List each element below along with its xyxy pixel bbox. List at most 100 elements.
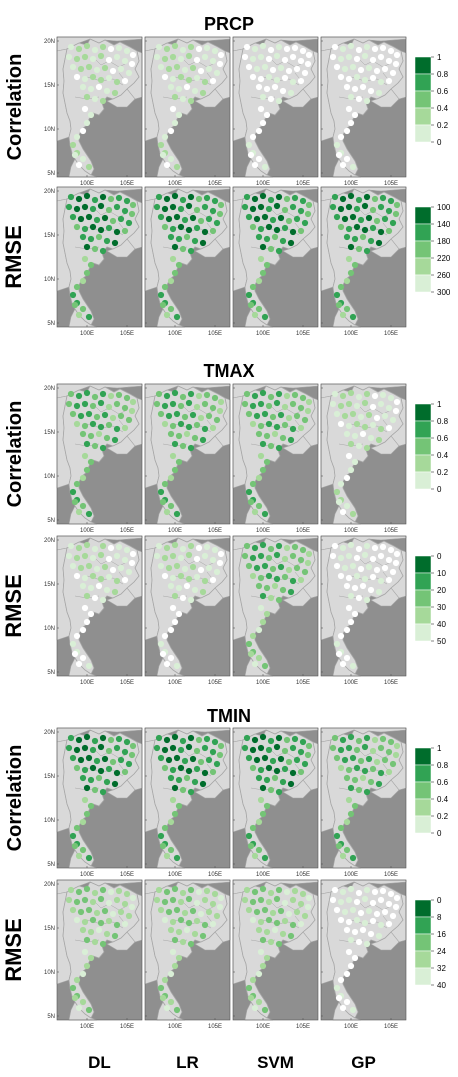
lon-tick-label: 105E bbox=[208, 528, 222, 534]
station-marker bbox=[348, 542, 354, 548]
station-marker bbox=[262, 64, 268, 70]
station-marker bbox=[242, 897, 248, 903]
station-marker bbox=[88, 803, 94, 809]
station-marker bbox=[86, 755, 92, 761]
station-marker bbox=[72, 995, 78, 1001]
station-marker bbox=[82, 453, 88, 459]
station-marker bbox=[350, 855, 356, 861]
lon-tick-label: 105E bbox=[296, 181, 310, 187]
station-marker bbox=[172, 963, 178, 969]
station-marker bbox=[306, 743, 312, 749]
station-marker bbox=[212, 891, 218, 897]
station-marker bbox=[188, 887, 194, 893]
lon-tick-label: 105E bbox=[208, 1024, 222, 1030]
row-label: RMSE bbox=[1, 574, 26, 638]
station-marker bbox=[88, 236, 94, 242]
station-marker bbox=[344, 927, 350, 933]
station-marker bbox=[332, 543, 338, 549]
station-marker bbox=[256, 128, 262, 134]
station-marker bbox=[272, 583, 278, 589]
station-marker bbox=[336, 302, 342, 308]
station-marker bbox=[76, 889, 82, 895]
station-marker bbox=[170, 204, 176, 210]
station-marker bbox=[346, 76, 352, 82]
station-marker bbox=[378, 204, 384, 210]
station-marker bbox=[114, 553, 120, 559]
station-marker bbox=[346, 767, 352, 773]
station-marker bbox=[248, 995, 254, 1001]
station-marker bbox=[260, 593, 266, 599]
colorbar-legend: 10.80.60.40.20 bbox=[415, 53, 449, 147]
station-marker bbox=[80, 655, 86, 661]
station-marker bbox=[276, 445, 282, 451]
station-marker bbox=[352, 262, 358, 268]
station-marker bbox=[80, 234, 86, 240]
station-marker bbox=[100, 391, 106, 397]
station-marker bbox=[348, 43, 354, 49]
station-marker bbox=[338, 421, 344, 427]
station-marker bbox=[298, 769, 304, 775]
station-marker bbox=[118, 757, 124, 763]
station-marker bbox=[214, 70, 220, 76]
station-marker bbox=[276, 44, 282, 50]
station-marker bbox=[352, 433, 358, 439]
station-marker bbox=[306, 52, 312, 58]
station-marker bbox=[96, 431, 102, 437]
colorbar-swatch bbox=[415, 438, 431, 455]
station-marker bbox=[114, 922, 120, 928]
station-marker bbox=[78, 757, 84, 763]
station-marker bbox=[162, 481, 168, 487]
station-marker bbox=[364, 887, 370, 893]
station-marker bbox=[270, 758, 276, 764]
station-marker bbox=[100, 543, 106, 549]
station-marker bbox=[112, 90, 118, 96]
station-marker bbox=[346, 919, 352, 925]
station-marker bbox=[106, 57, 112, 63]
station-marker bbox=[260, 244, 266, 250]
map-panel-dl: 20N 15N 10N 5N 100E 105E bbox=[44, 536, 142, 686]
station-marker bbox=[386, 749, 392, 755]
station-marker bbox=[294, 909, 300, 915]
station-marker bbox=[70, 755, 76, 761]
station-marker bbox=[186, 920, 192, 926]
station-marker bbox=[118, 216, 124, 222]
station-marker bbox=[350, 214, 356, 220]
station-marker bbox=[88, 86, 94, 92]
station-marker bbox=[362, 77, 368, 83]
station-marker bbox=[122, 577, 128, 583]
station-marker bbox=[110, 911, 116, 917]
station-marker bbox=[260, 542, 266, 548]
station-marker bbox=[90, 403, 96, 409]
station-marker bbox=[364, 543, 370, 549]
station-marker bbox=[178, 765, 184, 771]
colorbar-tick-label: 50 bbox=[437, 637, 446, 646]
metric-row-rmse: RMSE20N15N10N5N100E 105E 100E 105E 100E 105E 1… bbox=[1, 536, 446, 686]
station-marker bbox=[362, 920, 368, 926]
station-marker bbox=[214, 761, 220, 767]
colorbar-swatch bbox=[415, 624, 431, 641]
lat-tick-label: 5N bbox=[47, 321, 55, 327]
station-marker bbox=[262, 663, 268, 669]
station-marker bbox=[190, 65, 196, 71]
station-marker bbox=[268, 595, 274, 601]
station-marker bbox=[342, 413, 348, 419]
station-marker bbox=[202, 229, 208, 235]
station-marker bbox=[282, 225, 288, 231]
colorbar-tick-label: 0 bbox=[437, 829, 442, 838]
lat-tick-label: 10N bbox=[44, 277, 55, 283]
station-marker bbox=[288, 240, 294, 246]
station-marker bbox=[260, 270, 266, 276]
station-marker bbox=[218, 895, 224, 901]
colorbar-tick-label: 1 bbox=[437, 53, 442, 62]
station-marker bbox=[82, 605, 88, 611]
station-marker bbox=[102, 908, 108, 914]
station-marker bbox=[270, 910, 276, 916]
station-marker bbox=[386, 228, 392, 234]
station-marker bbox=[82, 256, 88, 262]
station-marker bbox=[258, 745, 264, 751]
station-marker bbox=[352, 112, 358, 118]
station-marker bbox=[276, 98, 282, 104]
station-marker bbox=[334, 142, 340, 148]
station-marker bbox=[356, 595, 362, 601]
lat-tick-label: 20N bbox=[44, 882, 55, 888]
